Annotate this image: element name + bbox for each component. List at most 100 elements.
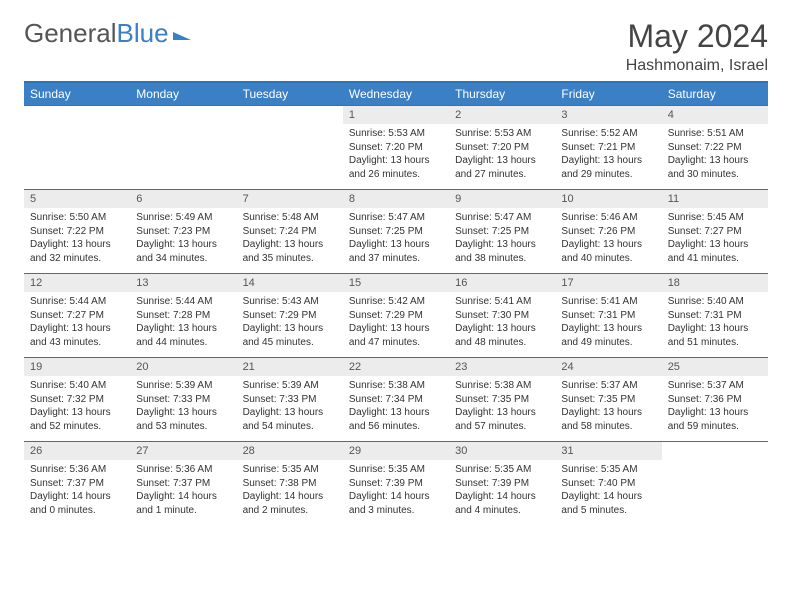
day-info-line: Daylight: 14 hours: [30, 490, 124, 504]
day-content-cell: [24, 124, 130, 190]
day-info-line: Daylight: 13 hours: [561, 406, 655, 420]
day-content-cell: Sunrise: 5:35 AMSunset: 7:39 PMDaylight:…: [343, 460, 449, 525]
day-content-cell: Sunrise: 5:53 AMSunset: 7:20 PMDaylight:…: [449, 124, 555, 190]
day-info-line: Sunrise: 5:49 AM: [136, 211, 230, 225]
day-info-line: and 45 minutes.: [243, 336, 337, 350]
day-info-line: Daylight: 13 hours: [243, 322, 337, 336]
day-info-line: and 54 minutes.: [243, 420, 337, 434]
day-info-line: Daylight: 13 hours: [349, 406, 443, 420]
day-info-line: Daylight: 13 hours: [136, 406, 230, 420]
day-info-line: Sunrise: 5:44 AM: [30, 295, 124, 309]
day-number-cell: 17: [555, 274, 661, 293]
week-number-row: 262728293031: [24, 442, 768, 461]
day-content-cell: Sunrise: 5:47 AMSunset: 7:25 PMDaylight:…: [343, 208, 449, 274]
day-info-line: and 34 minutes.: [136, 252, 230, 266]
day-info-line: Daylight: 13 hours: [668, 406, 762, 420]
day-info-line: and 5 minutes.: [561, 504, 655, 518]
day-info-line: Sunset: 7:20 PM: [455, 141, 549, 155]
day-content-cell: Sunrise: 5:51 AMSunset: 7:22 PMDaylight:…: [662, 124, 768, 190]
day-info-line: and 35 minutes.: [243, 252, 337, 266]
day-content-cell: Sunrise: 5:35 AMSunset: 7:39 PMDaylight:…: [449, 460, 555, 525]
day-info-line: Daylight: 13 hours: [455, 322, 549, 336]
day-info-line: Daylight: 14 hours: [243, 490, 337, 504]
day-info-line: Daylight: 13 hours: [349, 154, 443, 168]
day-number-cell: 29: [343, 442, 449, 461]
day-info-line: Sunset: 7:29 PM: [243, 309, 337, 323]
day-info-line: Daylight: 13 hours: [243, 406, 337, 420]
day-info-line: Sunrise: 5:41 AM: [561, 295, 655, 309]
day-content-cell: Sunrise: 5:38 AMSunset: 7:34 PMDaylight:…: [343, 376, 449, 442]
day-info-line: Sunset: 7:35 PM: [455, 393, 549, 407]
week-content-row: Sunrise: 5:44 AMSunset: 7:27 PMDaylight:…: [24, 292, 768, 358]
day-number-cell: 5: [24, 190, 130, 209]
day-content-cell: Sunrise: 5:41 AMSunset: 7:30 PMDaylight:…: [449, 292, 555, 358]
day-content-cell: Sunrise: 5:44 AMSunset: 7:28 PMDaylight:…: [130, 292, 236, 358]
day-info-line: Sunrise: 5:47 AM: [349, 211, 443, 225]
day-number-cell: 26: [24, 442, 130, 461]
logo: GeneralBlue: [24, 18, 191, 49]
day-info-line: Sunrise: 5:39 AM: [243, 379, 337, 393]
day-info-line: Daylight: 14 hours: [136, 490, 230, 504]
day-info-line: Sunrise: 5:42 AM: [349, 295, 443, 309]
day-info-line: and 32 minutes.: [30, 252, 124, 266]
day-info-line: Sunset: 7:29 PM: [349, 309, 443, 323]
day-info-line: Daylight: 13 hours: [243, 238, 337, 252]
day-info-line: Daylight: 13 hours: [30, 322, 124, 336]
day-info-line: Sunrise: 5:46 AM: [561, 211, 655, 225]
day-info-line: Daylight: 13 hours: [455, 154, 549, 168]
day-number-cell: 16: [449, 274, 555, 293]
day-info-line: and 53 minutes.: [136, 420, 230, 434]
day-number-cell: 1: [343, 106, 449, 125]
header-row: GeneralBlue May 2024 Hashmonaim, Israel: [24, 18, 768, 75]
day-info-line: and 58 minutes.: [561, 420, 655, 434]
day-content-cell: Sunrise: 5:48 AMSunset: 7:24 PMDaylight:…: [237, 208, 343, 274]
day-number-cell: 25: [662, 358, 768, 377]
day-info-line: Sunset: 7:33 PM: [136, 393, 230, 407]
week-number-row: 567891011: [24, 190, 768, 209]
day-number-cell: 2: [449, 106, 555, 125]
day-info-line: Sunrise: 5:38 AM: [349, 379, 443, 393]
day-content-cell: Sunrise: 5:53 AMSunset: 7:20 PMDaylight:…: [343, 124, 449, 190]
day-info-line: and 1 minute.: [136, 504, 230, 518]
day-info-line: Sunrise: 5:53 AM: [455, 127, 549, 141]
day-header: Tuesday: [237, 83, 343, 106]
day-number-cell: [24, 106, 130, 125]
day-info-line: Sunset: 7:21 PM: [561, 141, 655, 155]
day-info-line: Sunset: 7:40 PM: [561, 477, 655, 491]
day-number-cell: 6: [130, 190, 236, 209]
day-info-line: Daylight: 13 hours: [30, 406, 124, 420]
day-header: Thursday: [449, 83, 555, 106]
day-info-line: Sunrise: 5:37 AM: [668, 379, 762, 393]
day-content-cell: [662, 460, 768, 525]
day-info-line: Daylight: 13 hours: [136, 238, 230, 252]
day-info-line: Daylight: 13 hours: [561, 322, 655, 336]
day-info-line: Sunset: 7:38 PM: [243, 477, 337, 491]
day-info-line: Sunrise: 5:37 AM: [561, 379, 655, 393]
day-info-line: Sunrise: 5:36 AM: [30, 463, 124, 477]
day-info-line: and 3 minutes.: [349, 504, 443, 518]
week-number-row: 12131415161718: [24, 274, 768, 293]
calendar-head: SundayMondayTuesdayWednesdayThursdayFrid…: [24, 83, 768, 106]
day-number-cell: 9: [449, 190, 555, 209]
day-info-line: and 51 minutes.: [668, 336, 762, 350]
day-info-line: Daylight: 13 hours: [668, 322, 762, 336]
day-info-line: Daylight: 13 hours: [561, 238, 655, 252]
day-info-line: Sunrise: 5:39 AM: [136, 379, 230, 393]
day-number-cell: 19: [24, 358, 130, 377]
day-content-cell: Sunrise: 5:50 AMSunset: 7:22 PMDaylight:…: [24, 208, 130, 274]
week-number-row: 19202122232425: [24, 358, 768, 377]
day-info-line: and 4 minutes.: [455, 504, 549, 518]
day-content-cell: Sunrise: 5:35 AMSunset: 7:40 PMDaylight:…: [555, 460, 661, 525]
day-number-cell: 24: [555, 358, 661, 377]
calendar-table: SundayMondayTuesdayWednesdayThursdayFrid…: [24, 83, 768, 525]
day-info-line: Sunrise: 5:36 AM: [136, 463, 230, 477]
day-info-line: Sunset: 7:31 PM: [668, 309, 762, 323]
day-info-line: and 37 minutes.: [349, 252, 443, 266]
day-content-cell: Sunrise: 5:39 AMSunset: 7:33 PMDaylight:…: [237, 376, 343, 442]
day-number-cell: [662, 442, 768, 461]
day-info-line: Sunset: 7:24 PM: [243, 225, 337, 239]
day-number-cell: 11: [662, 190, 768, 209]
day-content-cell: Sunrise: 5:36 AMSunset: 7:37 PMDaylight:…: [130, 460, 236, 525]
day-header: Sunday: [24, 83, 130, 106]
day-content-cell: [130, 124, 236, 190]
